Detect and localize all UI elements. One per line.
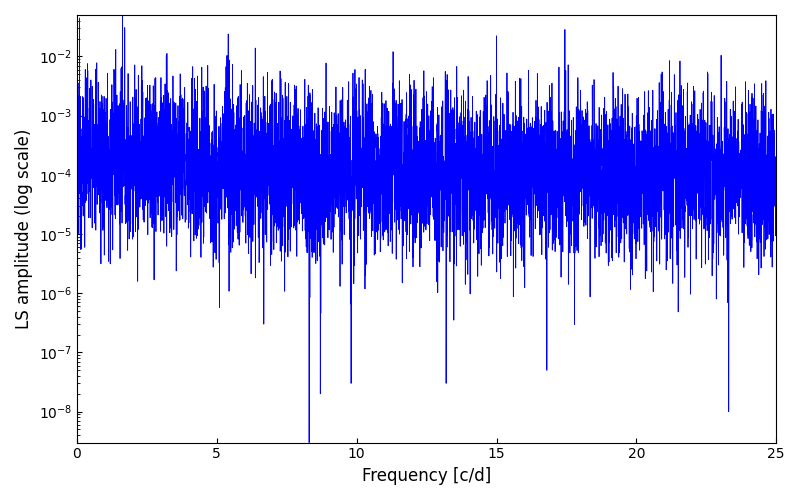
X-axis label: Frequency [c/d]: Frequency [c/d] <box>362 467 491 485</box>
Y-axis label: LS amplitude (log scale): LS amplitude (log scale) <box>15 128 33 329</box>
